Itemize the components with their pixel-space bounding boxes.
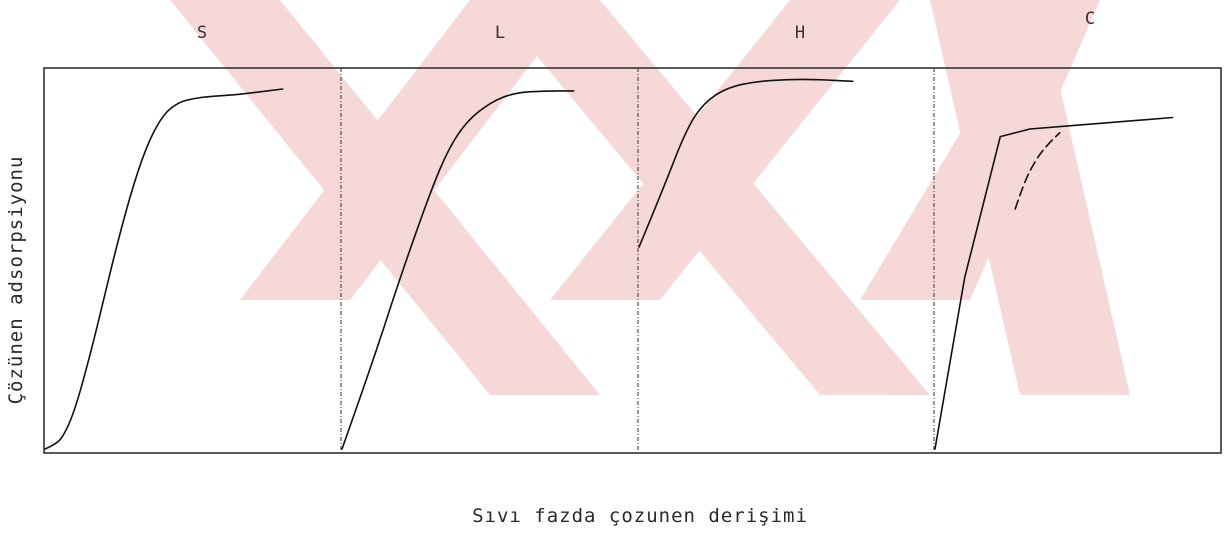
panel-label-l: L [495,23,505,43]
watermark-chevron-back-left [240,0,580,300]
curve-c-solid [934,116,1174,450]
curve-l-solid [341,90,575,450]
curve-h-solid [638,78,854,248]
plot-frame [43,67,1222,454]
watermark-chevron-back-right [860,0,1100,300]
curve-c-dashed [1014,132,1061,210]
panel-label-h: H [795,23,805,43]
curve-s-solid [44,88,284,450]
y-axis-label: Çözünen adsorpsiyonu [5,156,27,405]
panel-label-c: C [1085,9,1095,29]
watermark-logo [170,0,1130,395]
x-axis-label: Sıvı fazda çozunen derişimi [472,505,808,527]
watermark-chevron-right [930,0,1130,395]
panel-label-s: S [197,23,207,43]
isotherm-curves [44,78,1174,450]
